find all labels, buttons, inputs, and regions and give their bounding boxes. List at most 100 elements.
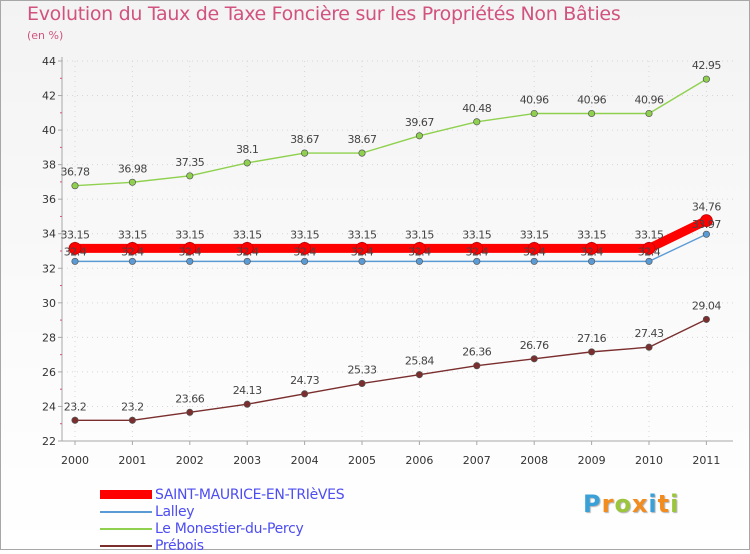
data-label-1: 32.4 — [580, 245, 603, 258]
data-label-0: 33.15 — [577, 228, 606, 241]
series-line-0 — [75, 216, 709, 253]
legend-item: Lalley — [100, 503, 344, 520]
data-label-1: 32.4 — [179, 245, 202, 258]
series-point-3 — [243, 400, 251, 408]
legend-label: SAINT-MAURICE-EN-TRIèVES — [155, 486, 345, 503]
logo-letter: i — [670, 490, 680, 518]
series-point-0 — [642, 242, 656, 255]
data-label-3: 24.13 — [233, 384, 262, 397]
series-point-0 — [585, 242, 598, 255]
series-line-3 — [75, 318, 707, 421]
data-label-1: 32.4 — [408, 245, 431, 258]
y-tick-label: 42 — [42, 90, 56, 103]
series-point-1 — [128, 257, 136, 265]
data-label-1: 32.4 — [466, 245, 489, 258]
legend-swatch — [100, 510, 152, 513]
data-label-3: 23.66 — [175, 392, 204, 405]
x-tick-label: 2005 — [348, 454, 376, 467]
series-point-3 — [702, 315, 710, 323]
y-tick-label: 36 — [42, 193, 56, 206]
data-label-0: 33.15 — [462, 228, 491, 241]
series-point-2 — [588, 109, 596, 118]
data-label-2: 36.78 — [61, 166, 90, 179]
x-tick-label: 2009 — [578, 454, 606, 467]
series-point-3 — [71, 416, 79, 424]
series-point-2 — [186, 172, 194, 180]
data-label-1: 32.4 — [523, 245, 546, 258]
data-label-2: 38.67 — [290, 133, 319, 146]
y-tick-label: 38 — [42, 159, 56, 172]
data-label-0: 33.15 — [290, 228, 319, 241]
series-point-2 — [128, 178, 136, 186]
legend-swatch — [100, 544, 152, 547]
data-label-2: 39.67 — [405, 116, 434, 129]
chart-legend: SAINT-MAURICE-EN-TRIèVES Lalley Le Monesti… — [100, 486, 345, 554]
data-label-3: 23.2 — [64, 400, 87, 413]
data-label-2: 40.96 — [635, 94, 664, 107]
data-label-3: 29.04 — [692, 299, 721, 312]
series-point-3 — [530, 355, 538, 363]
series-point-0 — [298, 242, 311, 255]
data-label-1: 32.4 — [638, 245, 661, 258]
data-label-1: 32.4 — [121, 245, 144, 258]
series-point-0 — [700, 214, 713, 227]
series-point-1 — [301, 257, 309, 265]
x-tick-label: 2011 — [692, 454, 720, 467]
data-label-0: 33.15 — [635, 228, 664, 241]
data-label-2: 38.67 — [348, 133, 377, 146]
series-point-0 — [470, 242, 484, 255]
data-label-0: 33.15 — [520, 228, 549, 241]
proxiti-logo: Proxiti — [583, 490, 679, 518]
series-point-3 — [645, 343, 653, 351]
y-tick-label: 32 — [42, 262, 56, 275]
legend-label: Lalley — [155, 503, 195, 520]
legend-swatch — [100, 490, 152, 499]
series-point-3 — [358, 379, 366, 388]
chart-title: Evolution du Taux de Taxe Foncière sur l… — [27, 3, 621, 25]
legend-label: Prébois — [155, 537, 204, 554]
series-point-0 — [355, 242, 369, 255]
data-label-2: 40.96 — [520, 94, 549, 107]
data-label-3: 25.84 — [405, 355, 434, 368]
data-label-0: 33.15 — [233, 228, 262, 241]
data-label-0: 33.15 — [348, 228, 377, 241]
series-point-0 — [527, 242, 541, 255]
legend-item: Le Monestier-du-Percy — [100, 520, 344, 537]
x-tick-label: 2001 — [118, 454, 146, 467]
series-point-1 — [702, 230, 710, 238]
data-label-0: 33.15 — [405, 228, 434, 241]
series-point-0 — [240, 242, 254, 255]
data-label-1: 32.4 — [236, 245, 259, 258]
series-point-3 — [301, 390, 309, 398]
x-tick-label: 2002 — [176, 454, 204, 467]
y-tick-label: 24 — [42, 400, 56, 413]
data-label-3: 25.33 — [348, 363, 377, 376]
legend-label: Le Monestier-du-Percy — [155, 520, 304, 537]
data-label-3: 27.16 — [577, 332, 606, 345]
series-point-0 — [413, 242, 426, 255]
series-point-2 — [415, 132, 423, 140]
data-label-2: 37.35 — [175, 156, 204, 169]
series-point-3 — [128, 416, 136, 424]
data-label-2: 40.48 — [462, 102, 491, 115]
logo-letter: t — [657, 490, 671, 518]
data-label-1: 32.4 — [293, 245, 316, 258]
data-label-3: 24.73 — [290, 374, 319, 387]
series-point-3 — [415, 371, 423, 379]
data-label-1: 32.4 — [64, 245, 87, 258]
x-tick-label: 2007 — [463, 454, 491, 467]
series-point-1 — [186, 257, 194, 265]
series-point-1 — [358, 257, 366, 265]
logo-letter: x — [631, 490, 649, 518]
data-label-0: 34.76 — [692, 201, 721, 214]
logo-letter: r — [601, 490, 615, 518]
series-point-3 — [186, 408, 194, 416]
legend-item: Prébois — [100, 537, 344, 554]
data-label-2: 38.1 — [236, 143, 259, 156]
series-point-0 — [183, 242, 197, 255]
series-point-2 — [358, 149, 366, 157]
y-tick-label: 28 — [42, 331, 56, 344]
data-label-0: 33.15 — [118, 228, 147, 241]
